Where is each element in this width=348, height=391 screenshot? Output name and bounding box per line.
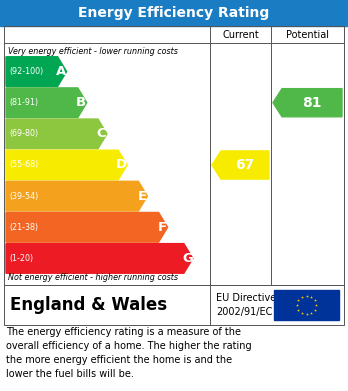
Text: (39-54): (39-54) [9,192,38,201]
Bar [4,285,344,325]
Text: (92-100): (92-100) [9,67,43,76]
Text: Potential: Potential [286,29,329,39]
Polygon shape [273,89,342,117]
Text: (55-68): (55-68) [9,160,38,170]
Text: England & Wales: England & Wales [10,296,167,314]
Text: G: G [182,252,193,265]
Polygon shape [6,244,193,273]
Text: (81-91): (81-91) [9,98,38,107]
Text: 67: 67 [235,158,255,172]
Polygon shape [6,88,87,118]
Text: D: D [116,158,127,172]
Text: C: C [97,127,106,140]
Text: 81: 81 [302,96,322,110]
Text: The energy efficiency rating is a measure of the
overall efficiency of a home. T: The energy efficiency rating is a measur… [6,327,252,379]
Polygon shape [212,151,269,179]
Polygon shape [6,181,148,211]
Text: EU Directive
2002/91/EC: EU Directive 2002/91/EC [216,293,276,317]
Text: (1-20): (1-20) [9,254,33,263]
Text: Current: Current [222,29,259,39]
Text: Not energy efficient - higher running costs: Not energy efficient - higher running co… [8,273,178,283]
Text: E: E [137,190,147,203]
Text: B: B [76,96,86,109]
Text: A: A [56,65,66,78]
Text: Very energy efficient - lower running costs: Very energy efficient - lower running co… [8,47,178,57]
Text: Energy Efficiency Rating: Energy Efficiency Rating [78,6,270,20]
Polygon shape [6,150,127,180]
Polygon shape [6,119,107,149]
Polygon shape [6,212,168,242]
Text: (69-80): (69-80) [9,129,38,138]
Bar [4,26,344,285]
Text: F: F [158,221,167,234]
Bar [274,290,339,320]
Polygon shape [6,57,66,86]
Bar [0,0,348,26]
Text: (21-38): (21-38) [9,223,38,232]
